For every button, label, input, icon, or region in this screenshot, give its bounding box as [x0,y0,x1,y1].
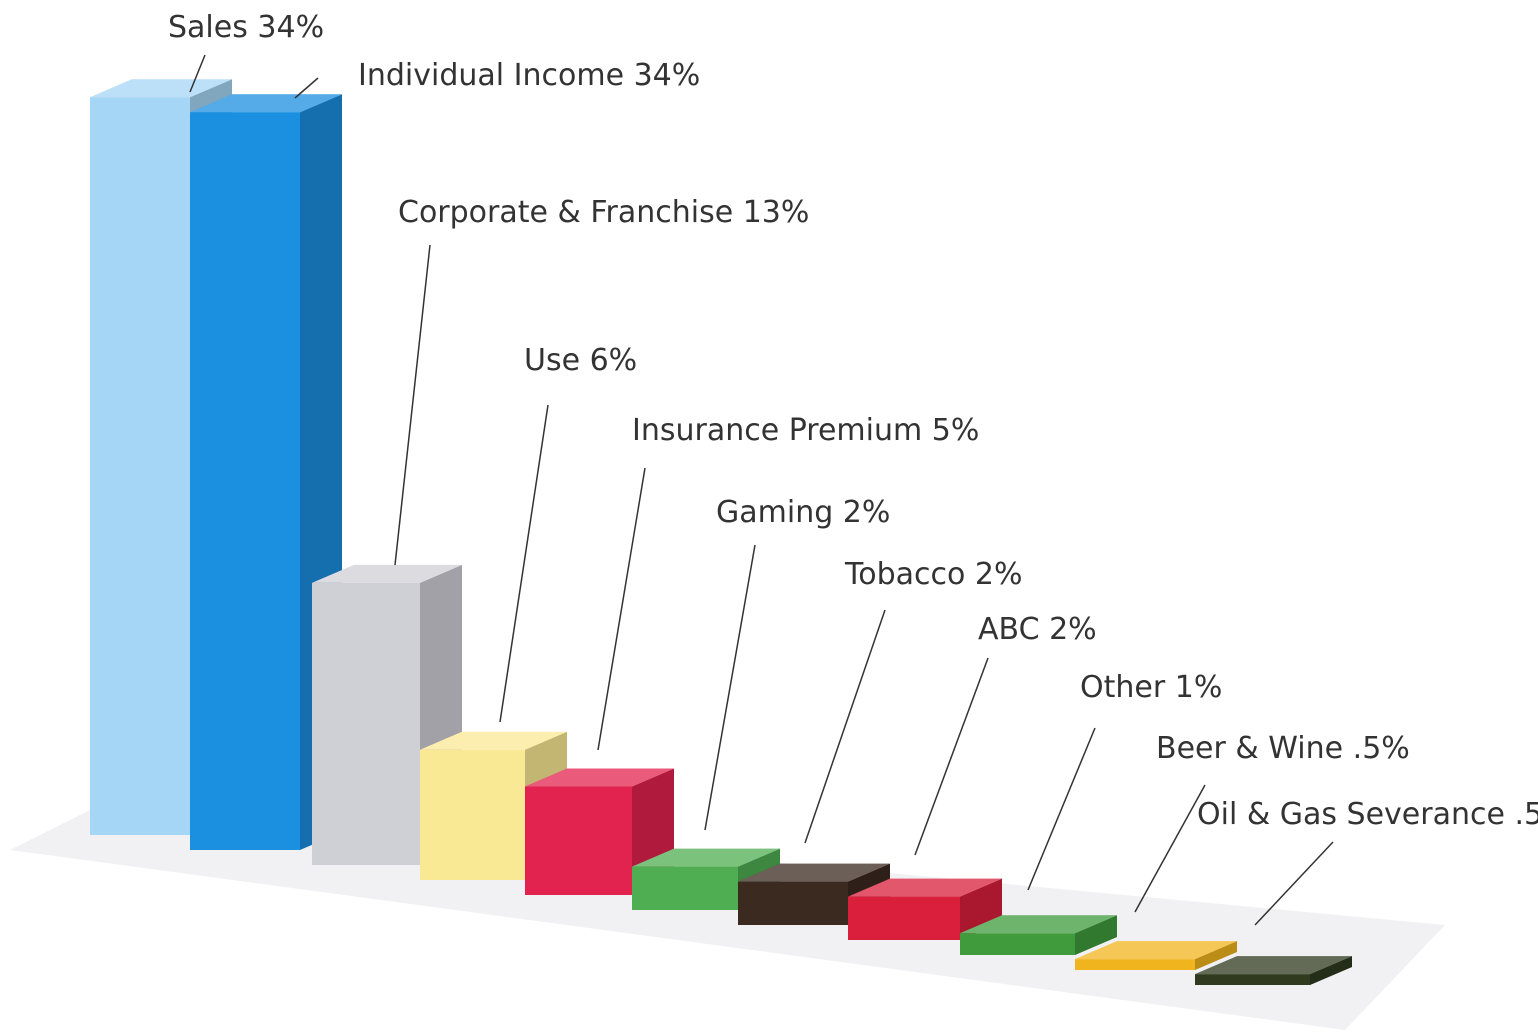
bar [1075,959,1195,970]
bar-top [420,731,567,750]
value-label: .5% [1353,731,1410,766]
value-label: 13% [743,195,810,230]
category-name: ABC [978,612,1040,647]
data-label: Beer & Wine .5% [1156,731,1410,766]
bar-top [190,94,342,113]
bar-top [1075,941,1237,960]
bar [190,112,300,850]
category-name: Gaming [716,495,833,530]
data-label: Oil & Gas Severance .5% [1197,797,1538,832]
bar [420,749,525,880]
bar-side [1195,941,1237,970]
bar [960,933,1075,955]
data-label: Gaming 2% [716,495,890,530]
bar [1195,974,1310,985]
bar-top-light [312,564,462,583]
bar-top [525,768,674,787]
data-label: Insurance Premium 5% [632,413,979,448]
value-label: 1% [1175,670,1223,705]
value-label: 6% [590,343,638,378]
bar-top-light [632,848,780,867]
bar-top [1195,956,1352,975]
data-label: ABC 2% [978,612,1097,647]
bar-top [960,915,1117,934]
bar-side-shade [1310,956,1352,985]
leader-line [704,544,756,831]
bar-top-light [1075,941,1237,960]
bar-side-shade [1195,941,1237,970]
bar [738,881,848,925]
leader-line [1027,727,1096,891]
category-name: Corporate & Franchise [398,195,733,230]
bar [632,866,738,910]
data-label: Use 6% [524,343,637,378]
data-label: Sales 34% [168,10,324,45]
bar-top-light [190,94,342,113]
data-label: Tobacco 2% [844,557,1023,592]
value-label: 2% [1049,612,1097,647]
bar-top [632,848,780,867]
value-label: .5% [1515,797,1538,832]
category-name: Tobacco [844,557,965,592]
leader-line [914,657,989,856]
category-name: Oil & Gas Severance [1197,797,1505,832]
data-label: Individual Income 34% [358,58,700,93]
category-name: Use [524,343,580,378]
leader-line [499,404,549,723]
bar-side [1075,915,1117,955]
leader-line [804,609,886,844]
value-label: 34% [257,10,324,45]
bar-side [1310,956,1352,985]
data-label: Other 1% [1080,670,1222,705]
leader-line [597,467,646,751]
bar-top [312,564,462,583]
bar [525,786,632,895]
category-name: Beer & Wine [1156,731,1343,766]
bar-top [848,878,1002,897]
category-name: Sales [168,10,248,45]
leader-line [1134,784,1206,913]
bar-top [738,863,890,882]
leader-line [294,77,319,99]
bar-top [90,79,232,98]
bar-top-light [848,878,1002,897]
value-label: 34% [634,58,701,93]
bar [312,582,420,865]
bar-top-light [1195,956,1352,975]
value-label: 2% [843,495,891,530]
bar-top-light [738,863,890,882]
bar [848,896,960,940]
leader-line [394,244,431,566]
value-label: 2% [975,557,1023,592]
bar-top-light [420,731,567,750]
bar [90,97,190,835]
leader-line [1254,841,1334,926]
value-label: 5% [932,413,980,448]
category-name: Insurance Premium [632,413,922,448]
bar-top-light [90,79,232,98]
category-name: Individual Income [358,58,624,93]
bar-side-shade [1075,915,1117,955]
bar-top-light [960,915,1117,934]
category-name: Other [1080,670,1166,705]
data-label: Corporate & Franchise 13% [398,195,809,230]
bar-top-light [525,768,674,787]
leader-line [189,54,206,93]
